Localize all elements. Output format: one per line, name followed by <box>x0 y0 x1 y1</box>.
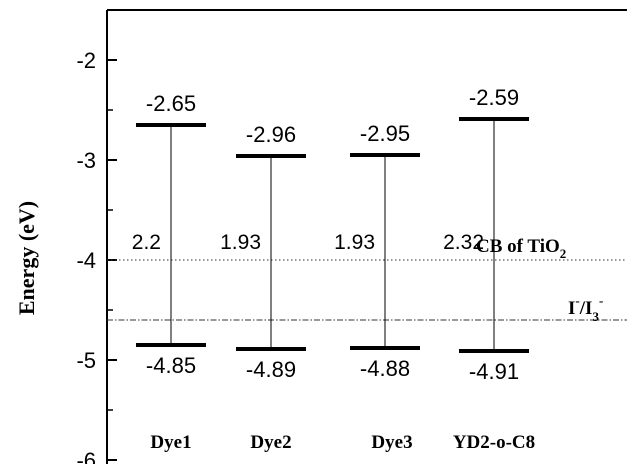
dye-group-dye2: -2.96 -4.89 1.93 Dye2 <box>220 122 306 453</box>
dye-name-label: Dye2 <box>250 432 291 453</box>
dye-group-dye1: -2.65 -4.85 2.2 Dye1 <box>132 91 206 453</box>
homo-value-label: -4.85 <box>146 353 196 378</box>
lumo-value-label: -2.95 <box>360 121 410 146</box>
dye-name-label: Dye1 <box>150 432 191 453</box>
lumo-value-label: -2.65 <box>146 91 196 116</box>
y-tick-label: -5 <box>76 348 96 373</box>
homo-value-label: -4.91 <box>469 359 519 384</box>
iodide-i: I <box>568 298 575 319</box>
lumo-value-label: -2.59 <box>469 85 519 110</box>
y-tick-label: -4 <box>76 248 96 273</box>
homo-value-label: -4.88 <box>360 356 410 381</box>
gap-value-label: 2.32 <box>443 231 484 254</box>
gap-value-label: 2.2 <box>132 231 161 254</box>
cb-tio2-subscript: 2 <box>560 246 567 261</box>
energy-levels: -2.65 -4.85 2.2 Dye1 -2.96 -4.89 1.93 Dye2 -2.95… <box>132 85 535 453</box>
axes: -2-3-4-5-6 <box>76 9 627 464</box>
y-tick-label: -2 <box>76 48 96 73</box>
y-tick-label: -6 <box>76 448 96 464</box>
y-axis-label: Energy (eV) <box>14 201 39 315</box>
lumo-value-label: -2.96 <box>246 122 296 147</box>
dye-name-label: YD2-o-C8 <box>453 432 535 453</box>
gap-value-label: 1.93 <box>334 231 375 254</box>
iodide-subscript: 3 <box>592 309 599 324</box>
iodide-superscript-2: - <box>599 293 603 308</box>
homo-value-label: -4.89 <box>246 357 296 382</box>
y-tick-label: -3 <box>76 148 96 173</box>
gap-value-label: 1.93 <box>220 231 261 254</box>
iodide-label: I-/I3- <box>568 293 603 324</box>
iodide-i3: /I <box>579 298 593 319</box>
iodide-superscript: - <box>575 293 579 308</box>
dye-name-label: Dye3 <box>371 432 412 453</box>
dye-group-dye3: -2.95 -4.88 1.93 Dye3 <box>334 121 420 453</box>
cb-tio2-label: CB of TiO2 <box>476 236 566 261</box>
dye-group-yd2-o-c8: -2.59 -4.91 2.32 YD2-o-C8 <box>443 85 535 453</box>
